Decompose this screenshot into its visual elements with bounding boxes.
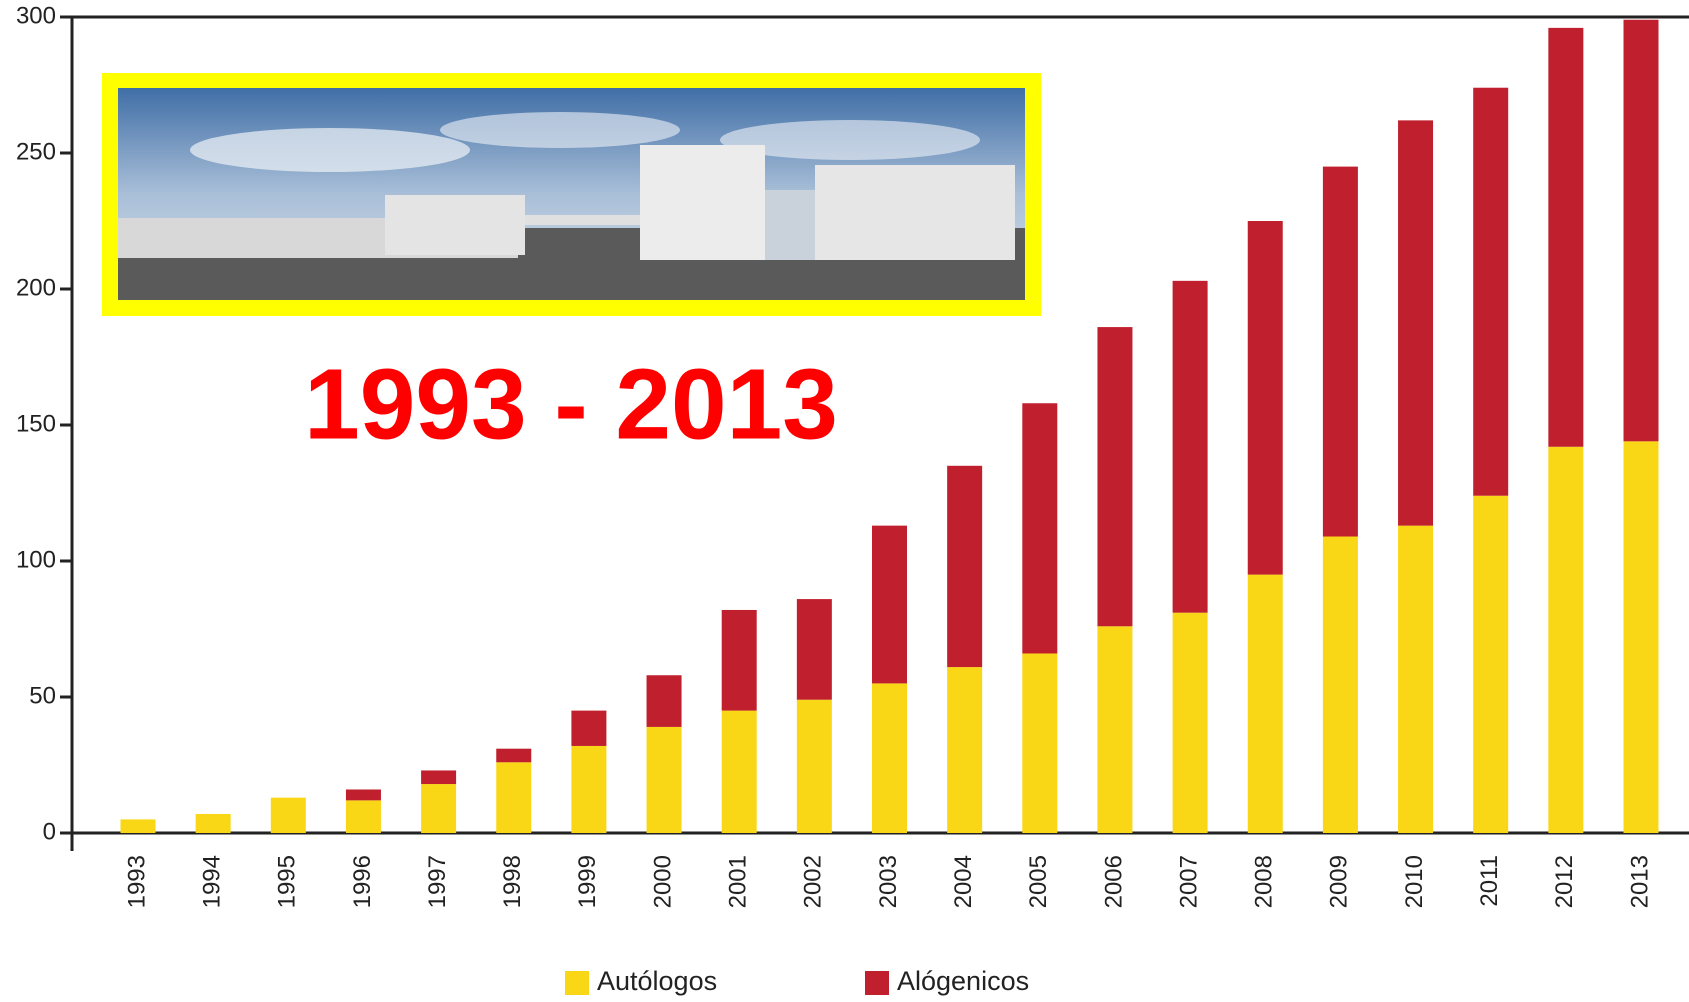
bar-segment [421,770,457,785]
bar-segment [1247,574,1283,833]
bar-segment [1322,536,1358,833]
bar-segment [1022,403,1058,654]
bar-segment [646,726,682,833]
cloud [720,120,980,160]
building [815,165,1015,260]
y-tick-label: 0 [43,818,56,845]
x-tick-label: 1999 [574,855,601,908]
y-tick-label: 50 [29,682,56,709]
bar-segment [496,762,532,833]
bar-segment [120,819,156,833]
x-tick-label: 2013 [1626,855,1653,908]
bar-segment [646,675,682,727]
x-tick-label: 2011 [1476,855,1503,907]
bar-segment [571,710,607,746]
building [765,190,815,260]
bar-segment [1172,612,1208,833]
bar-segment [796,599,832,700]
bar-segment [345,789,381,801]
y-tick-label: 250 [16,138,56,165]
bar-segment [1398,120,1434,526]
bar-segment [1473,495,1509,833]
bar-segment [721,710,757,833]
building [385,195,525,255]
annotation: 1993 - 2013 [304,348,838,460]
x-tick-label: 1995 [274,855,301,908]
x-tick-label: 1993 [123,855,150,908]
cloud [440,112,680,148]
bar-segment [1548,27,1584,447]
x-tick-label: 1997 [424,855,451,908]
bar-segment [421,784,457,833]
x-tick-label: 2008 [1251,855,1278,908]
bar-segment [1548,446,1584,833]
x-tick-label: 2005 [1025,855,1052,908]
x-tick-label: 1996 [349,855,376,908]
x-tick-label: 2009 [1326,855,1353,908]
y-tick-label: 200 [16,274,56,301]
x-tick-label: 1994 [198,855,225,908]
cloud [190,128,470,172]
bar-segment [947,465,983,668]
x-tick-label: 2001 [725,855,752,908]
x-tick-label: 2004 [950,855,977,908]
legend-label: Alógenicos [897,966,1029,996]
bar-segment [1473,87,1509,496]
legend-swatch [565,971,589,995]
x-tick-label: 2007 [1175,855,1202,908]
building [640,145,765,260]
legend-swatch [865,971,889,995]
bar-segment [1097,327,1133,627]
bar-segment [1322,166,1358,537]
bar-segment [1097,626,1133,833]
bar-segment [1623,19,1659,442]
building [525,215,640,225]
y-tick-label: 300 [16,2,56,29]
x-tick-label: 2010 [1401,855,1428,908]
bar-segment [721,609,757,711]
y-tick-label: 100 [16,546,56,573]
x-tick-label: 2006 [1100,855,1127,908]
bar-segment [345,800,381,833]
photo [102,73,1041,316]
bar-segment [1172,280,1208,613]
x-tick-label: 2000 [649,855,676,908]
bar-segment [872,683,907,833]
x-tick-label: 2003 [875,855,902,908]
bar-segment [1623,441,1659,833]
bar-segment [270,797,306,833]
x-tick-label: 2002 [800,855,827,908]
bar-segment [571,745,607,833]
bar-segment [1247,221,1283,575]
bar-segment [195,813,231,833]
y-tick-label: 150 [16,410,56,437]
bar-segment [1398,525,1434,833]
bar-segment [872,525,907,684]
bar-segment [796,699,832,833]
bar-segment [496,748,532,763]
bar-segment [947,667,983,833]
legend-label: Autólogos [597,966,717,996]
x-tick-label: 1998 [499,855,526,908]
bar-segment [1022,653,1058,833]
x-tick-label: 2012 [1551,855,1578,908]
